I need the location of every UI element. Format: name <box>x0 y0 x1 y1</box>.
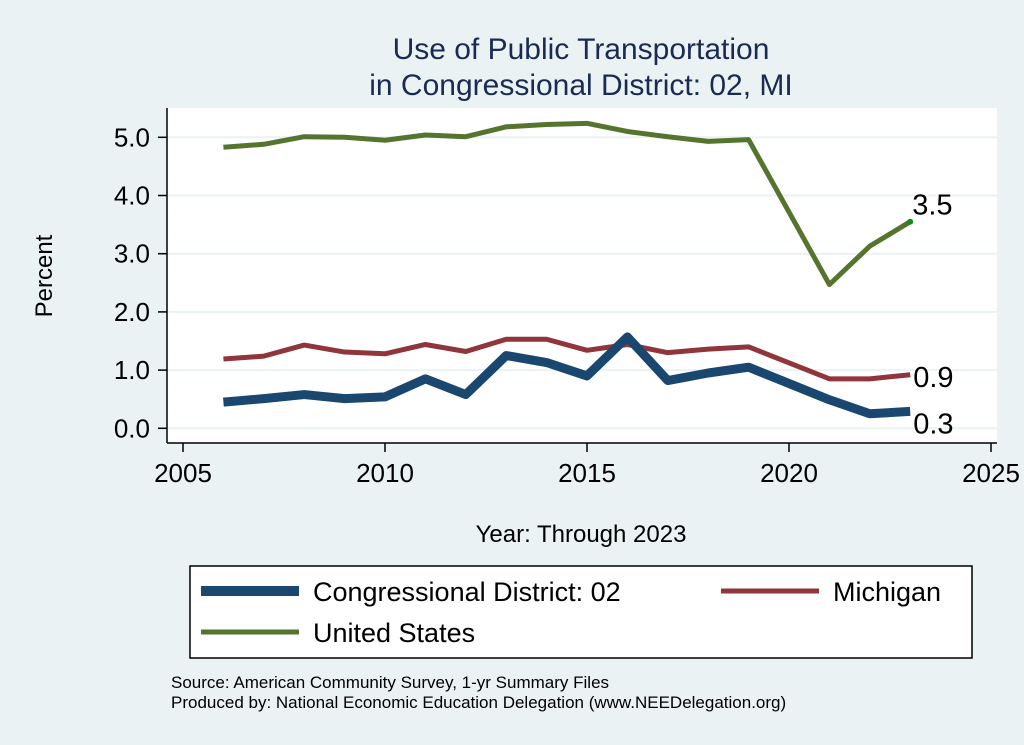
y-tick-label: 1.0 <box>114 355 150 385</box>
end-value-label: 0.3 <box>913 408 953 440</box>
plot-area <box>167 108 997 443</box>
x-axis-label: Year: Through 2023 <box>476 521 687 548</box>
series-line-michigan <box>223 336 911 382</box>
y-axis-label: Percent <box>31 234 58 317</box>
legend: Congressional District: 02 Michigan United… <box>189 565 973 659</box>
series-line-congressional-district-02 <box>223 332 911 419</box>
legend-label: Michigan <box>833 577 941 607</box>
x-tick-label: 2020 <box>760 458 818 488</box>
legend-label: United States <box>313 618 475 648</box>
end-value-label: 3.5 <box>912 190 952 222</box>
chart-title: Use of Public Transportation <box>393 33 770 66</box>
legend-label: Congressional District: 02 <box>313 577 621 607</box>
end-value-label: 0.9 <box>913 362 953 394</box>
producer-note: Produced by: National Economic Education… <box>171 693 786 712</box>
x-tick-label: 2005 <box>154 458 212 488</box>
x-tick-label: 2015 <box>558 458 616 488</box>
endpoint-marker <box>907 218 914 225</box>
y-tick-label: 0.0 <box>114 413 150 443</box>
series-line-united-states <box>223 120 912 288</box>
x-tick-label: 2010 <box>356 458 414 488</box>
chart-subtitle: in Congressional District: 02, MI <box>369 69 793 102</box>
source-note: Source: American Community Survey, 1-yr … <box>171 673 609 692</box>
y-tick-label: 3.0 <box>114 239 150 269</box>
y-tick-label: 2.0 <box>114 297 150 327</box>
y-tick-label: 5.0 <box>114 122 150 152</box>
x-tick-label: 2025 <box>962 458 1020 488</box>
legend-box <box>189 565 973 659</box>
y-tick-label: 4.0 <box>114 181 150 211</box>
